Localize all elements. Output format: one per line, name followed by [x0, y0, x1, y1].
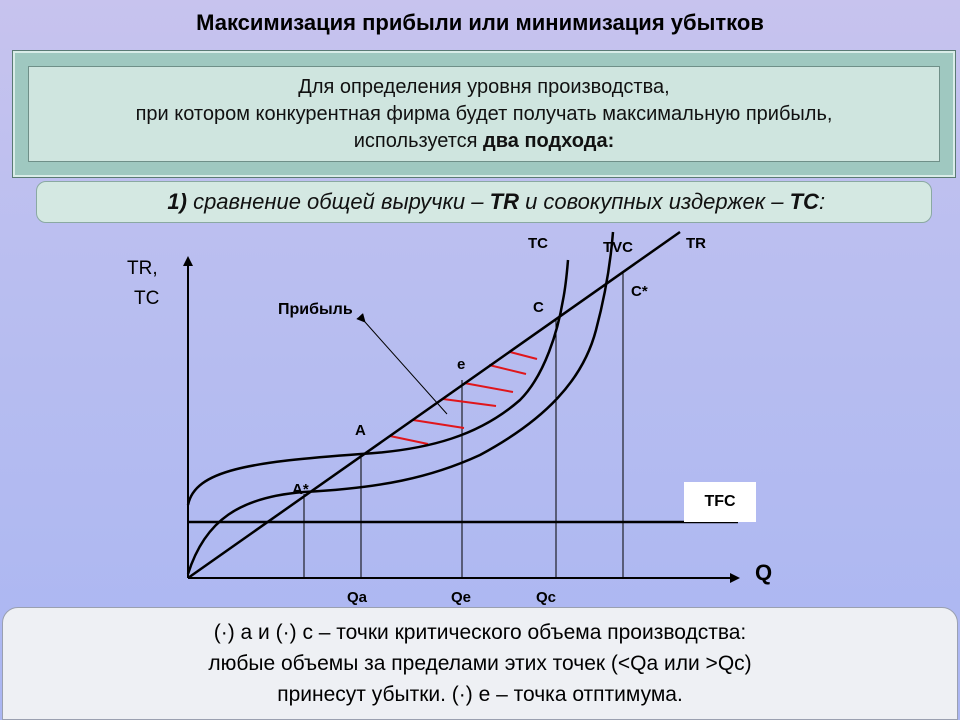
note-line-2: любые объемы за пределами этих точек (<Q… — [208, 652, 752, 675]
point-a-star-label: A* — [292, 481, 309, 498]
point-c-label: C — [533, 299, 544, 316]
tfc-line-label: TFC — [704, 493, 736, 510]
intro-line-1: Для определения уровня производства, — [298, 75, 670, 98]
x-tick-qe: Qe — [451, 589, 471, 606]
approach-number: 1) — [167, 189, 187, 214]
profit-label: Прибыль — [278, 301, 353, 318]
approach-box: 1) сравнение общей выручки – TR и совоку… — [36, 181, 932, 223]
tvc-curve — [186, 231, 615, 575]
x-axis-label: Q — [755, 560, 772, 585]
intro-line-3-prefix: используется — [353, 129, 484, 152]
approach-text-b: и совокупных издержек – — [518, 189, 790, 214]
page-title: Максимизация прибыли или минимизация убы… — [196, 10, 764, 35]
y-axis-label-line1: TR, — [127, 258, 158, 279]
note-line-1: (·) а и (·) с – точки критического объем… — [213, 621, 747, 644]
point-a-label: A — [355, 422, 366, 439]
intro-box: Для определения уровня производства, при… — [12, 50, 956, 178]
approach-tc: TC — [789, 189, 819, 214]
profit-arrow — [356, 313, 448, 415]
intro-line-2: при котором конкурентная фирма будет пол… — [135, 102, 833, 125]
critical-points-note: (·) а и (·) с – точки критического объем… — [2, 607, 958, 720]
approach-text-a: сравнение общей выручки – — [186, 189, 490, 214]
y-axis-label-line2: TC — [134, 288, 159, 309]
tr-line-label: TR — [686, 235, 706, 252]
tr-line — [187, 230, 681, 580]
tc-curve-label: TC — [528, 235, 548, 252]
tvc-curve-label: TVC — [603, 239, 633, 256]
profit-hatching — [389, 351, 538, 445]
x-tick-qa: Qa — [347, 589, 368, 606]
intro-text: Для определения уровня производства, при… — [28, 66, 940, 162]
intro-line-3-bold: два подхода: — [483, 129, 615, 152]
intro-line-3: используется два подхода: — [354, 128, 614, 155]
x-tick-qc: Qc — [536, 589, 556, 606]
point-c-star-label: C* — [631, 283, 648, 300]
approach-tr: TR — [489, 189, 519, 214]
approach-colon: : — [818, 189, 826, 214]
tfc-label-box: TFC — [684, 482, 756, 522]
note-line-3: принесут убытки. (·) е – точка отптимума… — [277, 683, 683, 706]
point-e-label: e — [457, 356, 465, 373]
tc-curve — [186, 259, 570, 506]
